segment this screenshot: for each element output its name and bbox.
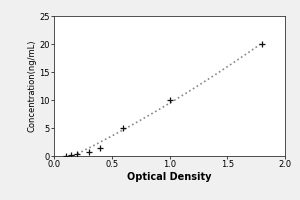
X-axis label: Optical Density: Optical Density xyxy=(127,172,212,182)
Y-axis label: Concentration(ng/mL): Concentration(ng/mL) xyxy=(28,40,37,132)
